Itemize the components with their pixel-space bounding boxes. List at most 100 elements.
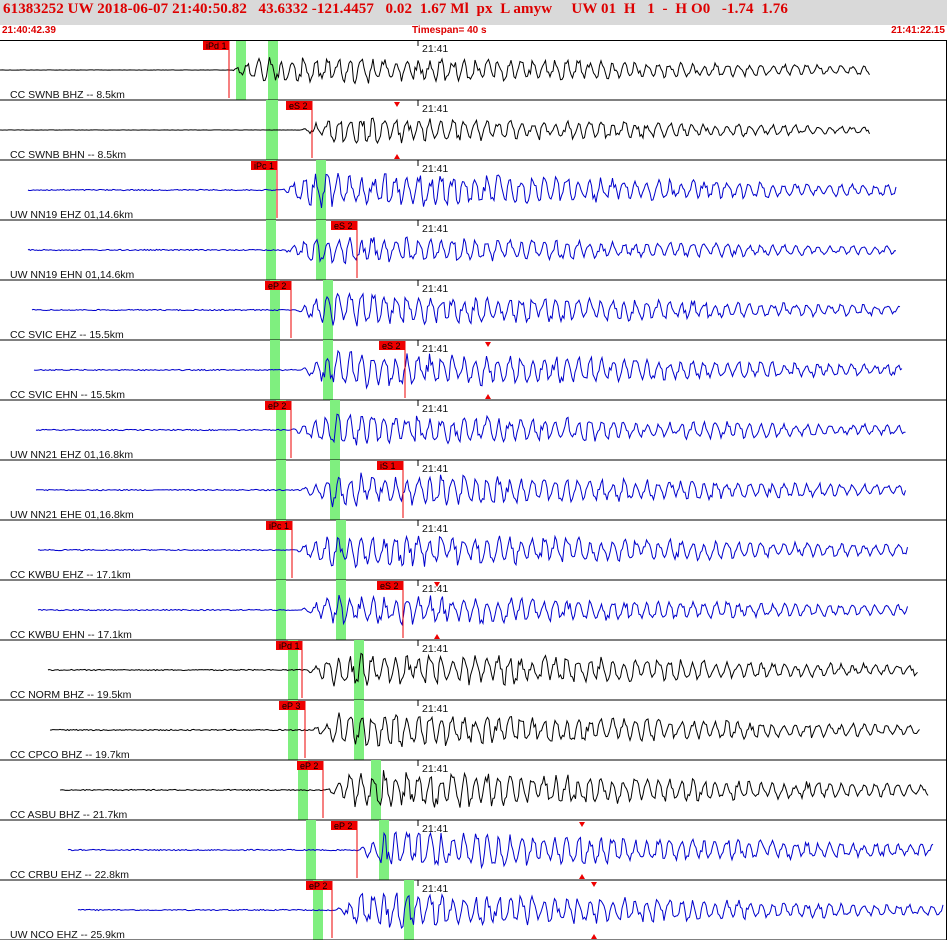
phase-pick-box[interactable] — [203, 41, 229, 50]
phase-pick-box[interactable] — [266, 521, 292, 530]
s-window-band — [330, 460, 340, 520]
waveform-trace — [0, 117, 870, 145]
s-window-band — [404, 880, 414, 940]
channel-label: CC KWBU EHZ -- 17.1km — [10, 569, 131, 581]
phase-pick-box[interactable] — [286, 101, 312, 110]
s-window-band — [323, 280, 333, 340]
channel-row[interactable]: eP 2 21:41 CC SVIC EHZ -- 15.5km — [0, 280, 947, 341]
s-window-band — [316, 160, 326, 220]
phase-pick-label: eP 2 — [300, 761, 318, 771]
waveform-trace — [27, 236, 896, 265]
channel-row[interactable]: eP 2 21:41 UW NCO EHZ -- 25.9km — [0, 880, 947, 940]
channel-row[interactable]: iPc 1 21:41 UW NN19 EHZ 01,14.6km — [0, 160, 947, 221]
phase-pick-label: eP 2 — [268, 281, 286, 291]
seismogram-panel[interactable]: iPd 1 21:41 CC SWNB BHZ -- 8.5km eS 2 21:41 C… — [0, 40, 947, 940]
theoretical-arrival-bottom — [394, 154, 400, 159]
theoretical-arrival-top — [579, 822, 585, 827]
channel-label: UW NN19 EHN 01,14.6km — [10, 269, 135, 281]
waveform-trace — [37, 534, 908, 569]
channel-row[interactable]: iPc 1 21:41 CC KWBU EHZ -- 17.1km — [0, 520, 947, 581]
channel-row[interactable]: eS 2 21:41 CC SVIC EHN -- 15.5km — [0, 340, 947, 401]
time-tick-label: 21:41 — [422, 643, 448, 655]
phase-pick-label: eP 2 — [309, 881, 327, 891]
s-window-band — [316, 220, 326, 280]
window-start-time: 21:40:42.39 — [2, 25, 56, 36]
waveform-trace — [49, 712, 920, 748]
channel-label: CC CRBU EHZ -- 22.8km — [10, 869, 129, 881]
channel-row[interactable]: eP 2 21:41 UW NN21 EHZ 01,16.8km — [0, 400, 947, 461]
event-summary-title: 61383252 UW 2018-06-07 21:40:50.82 43.63… — [3, 1, 788, 17]
time-tick-label: 21:41 — [422, 703, 448, 715]
channel-row[interactable]: eS 2 21:41 CC SWNB BHN -- 8.5km — [0, 100, 947, 161]
channel-label: CC SWNB BHZ -- 8.5km — [10, 89, 125, 101]
channel-row[interactable]: eP 2 21:41 CC ASBU BHZ -- 21.7km — [0, 760, 947, 821]
s-window-band — [379, 820, 389, 880]
phase-pick-box[interactable] — [331, 821, 357, 830]
phase-pick-box[interactable] — [265, 281, 291, 290]
theoretical-arrival-top — [591, 882, 597, 887]
s-window-band — [323, 340, 333, 400]
phase-pick-label: iPc 1 — [269, 521, 289, 531]
channel-label: UW NN19 EHZ 01,14.6km — [10, 209, 133, 221]
time-tick-label: 21:41 — [422, 463, 448, 475]
phase-pick-label: iPd 1 — [206, 41, 227, 51]
phase-pick-label: eP 2 — [268, 401, 286, 411]
phase-pick-box[interactable] — [379, 341, 405, 350]
phase-pick-label: iPd 1 — [279, 641, 300, 651]
timespan-readout: Timespan= 40 s — [412, 25, 487, 36]
waveform-trace — [33, 349, 903, 390]
channel-row[interactable]: iPd 1 21:41 CC SWNB BHZ -- 8.5km — [0, 40, 947, 101]
theoretical-arrival-bottom — [485, 394, 491, 399]
channel-label: CC NORM BHZ -- 19.5km — [10, 689, 132, 701]
channel-label: CC CPCO BHZ -- 19.7km — [10, 749, 130, 761]
waveform-trace — [77, 892, 944, 930]
time-tick-label: 21:41 — [422, 583, 448, 595]
channel-row[interactable]: eS 2 21:41 UW NN19 EHN 01,14.6km — [0, 220, 947, 281]
channel-row[interactable]: iS 1 21:41 UW NN21 EHE 01,16.8km — [0, 460, 947, 521]
phase-pick-label: eS 2 — [289, 101, 308, 111]
channel-row[interactable]: iPd 1 21:41 CC NORM BHZ -- 19.5km — [0, 640, 947, 701]
s-window-band — [268, 40, 278, 100]
time-tick-label: 21:41 — [422, 883, 448, 895]
theoretical-arrival-top — [394, 102, 400, 107]
phase-pick-box[interactable] — [265, 401, 291, 410]
waveform-trace — [37, 594, 908, 626]
channel-label: CC SVIC EHZ -- 15.5km — [10, 329, 124, 341]
phase-pick-box[interactable] — [331, 221, 357, 230]
waveform-trace — [67, 830, 934, 870]
channel-row[interactable]: eP 3 21:41 CC CPCO BHZ -- 19.7km — [0, 700, 947, 761]
waveform-trace — [35, 472, 906, 508]
phase-pick-box[interactable] — [306, 881, 332, 890]
time-tick-label: 21:41 — [422, 103, 448, 115]
time-tick-label: 21:41 — [422, 283, 448, 295]
channel-row[interactable]: eP 2 21:41 CC CRBU EHZ -- 22.8km — [0, 820, 947, 881]
theoretical-arrival-bottom — [591, 934, 597, 939]
channel-label: UW NN21 EHE 01,16.8km — [10, 509, 134, 521]
channel-label: CC KWBU EHN -- 17.1km — [10, 629, 132, 641]
waveform-trace — [47, 652, 918, 687]
phase-pick-box[interactable] — [377, 461, 403, 470]
phase-pick-box[interactable] — [251, 161, 277, 170]
waveform-trace — [59, 770, 929, 808]
p-window-band — [288, 700, 298, 760]
waveform-trace — [31, 291, 901, 327]
theoretical-arrival-bottom — [434, 634, 440, 639]
channel-label: UW NCO EHZ -- 25.9km — [10, 929, 125, 940]
phase-pick-box[interactable] — [276, 641, 302, 650]
channel-row[interactable]: eS 2 21:41 CC KWBU EHN -- 17.1km — [0, 580, 947, 641]
channel-label: CC SWNB BHN -- 8.5km — [10, 149, 126, 161]
time-tick-label: 21:41 — [422, 403, 448, 415]
phase-pick-box[interactable] — [279, 701, 305, 710]
phase-pick-label: eP 3 — [282, 701, 300, 711]
phase-pick-label: eS 2 — [334, 221, 353, 231]
theoretical-arrival-top — [434, 582, 440, 587]
channel-label: CC SVIC EHN -- 15.5km — [10, 389, 125, 401]
phase-pick-box[interactable] — [377, 581, 403, 590]
time-tick-label: 21:41 — [422, 763, 448, 775]
time-tick-label: 21:41 — [422, 343, 448, 355]
time-tick-label: 21:41 — [422, 823, 448, 835]
phase-pick-label: eS 2 — [382, 341, 401, 351]
phase-pick-label: eP 2 — [334, 821, 352, 831]
theoretical-arrival-top — [485, 342, 491, 347]
phase-pick-box[interactable] — [297, 761, 323, 770]
